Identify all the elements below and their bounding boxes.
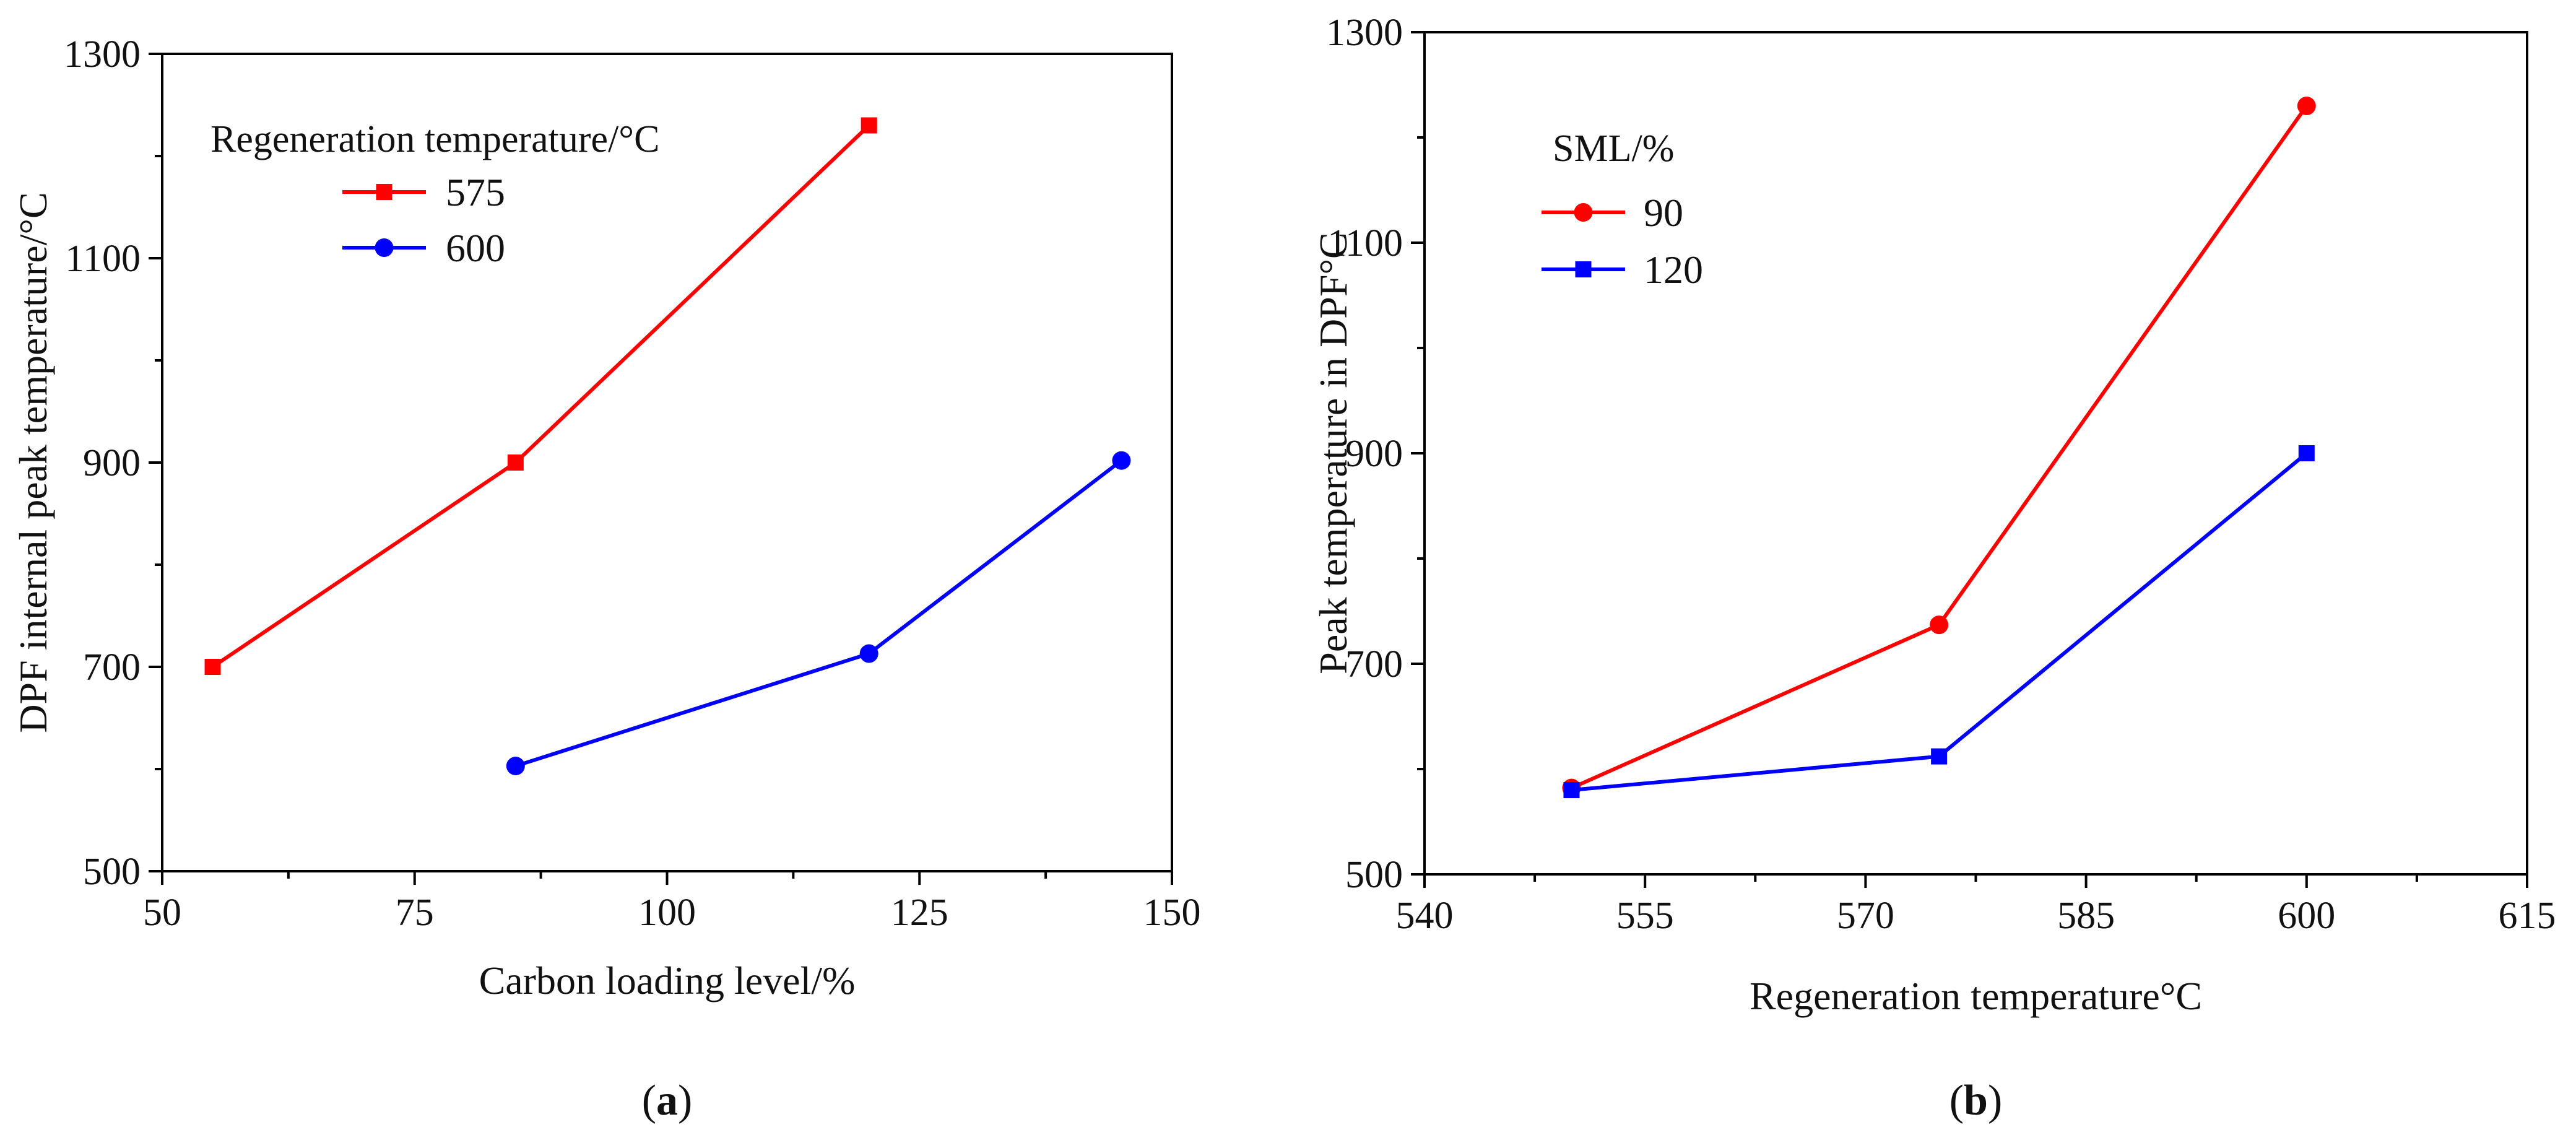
legend-title: Regeneration temperature/°C (210, 118, 659, 160)
data-point-square (2298, 445, 2315, 461)
panel-label-open-paren: ( (642, 1077, 656, 1124)
y-tick-label: 1300 (64, 33, 141, 76)
y-tick-label: 700 (83, 646, 141, 689)
panel-label: (a) (642, 1077, 693, 1124)
data-point-square (507, 454, 524, 471)
series-line (514, 459, 1123, 768)
x-tick-label: 570 (1837, 895, 1894, 937)
series-600 (506, 451, 1131, 776)
x-tick-label: 615 (2499, 895, 2556, 937)
x-axis-label: Regeneration temperature°C (1750, 974, 2202, 1018)
legend-marker-square (1575, 261, 1592, 277)
data-point-circle (506, 757, 525, 776)
data-point-circle (1930, 615, 1949, 635)
y-axis-label: Peak temperature in DPF°C (1311, 232, 1355, 674)
series-120 (1563, 445, 2315, 798)
series-line (211, 124, 870, 669)
y-tick-label: 500 (83, 851, 141, 893)
x-tick-label: 150 (1143, 892, 1201, 934)
data-point-circle (859, 644, 878, 663)
legend-label: 575 (446, 170, 505, 214)
panel-label-close-paren: ) (678, 1077, 692, 1124)
panel-label-letter: b (1964, 1077, 1988, 1124)
legend-label: 120 (1644, 248, 1703, 292)
series-575 (204, 117, 877, 675)
x-tick-label: 125 (891, 892, 948, 934)
data-point-circle (1112, 451, 1131, 470)
legend-title: SML/% (1553, 128, 1674, 170)
legend-label: 600 (446, 226, 505, 270)
plot-frame (161, 53, 1173, 872)
legend-marker-square (376, 184, 392, 200)
panel-b-chart: 540 555 570 585 600 615 500 700 900 1100 1300 Regen… (1311, 12, 2556, 1124)
x-tick-label: 100 (638, 892, 696, 934)
panel-label-close-paren: ) (1988, 1077, 2002, 1124)
y-tick-label: 900 (83, 442, 141, 484)
y-tick-label: 1100 (65, 238, 141, 280)
y-tick-label: 1300 (1326, 12, 1403, 54)
x-tick-label: 555 (1616, 895, 1674, 937)
x-tick-label: 540 (1396, 895, 1454, 937)
y-tick-label: 700 (1345, 643, 1403, 685)
legend-marker-circle (1574, 203, 1593, 222)
panel-label-letter: a (656, 1077, 678, 1124)
y-tick-label: 500 (1345, 854, 1403, 896)
x-tick-label: 600 (2278, 895, 2335, 937)
legend-marker-circle (375, 238, 394, 257)
y-axis-label: DPF internal peak temperature/°C (11, 192, 55, 733)
panel-label: (b) (1949, 1077, 2003, 1124)
x-tick-label: 50 (143, 892, 181, 934)
x-axis-label: Carbon loading level/% (479, 959, 856, 1002)
data-point-square (861, 117, 877, 134)
data-point-square (204, 659, 221, 675)
x-tick-label: 75 (396, 892, 434, 934)
data-point-square (1931, 748, 1948, 765)
panel-a-chart: 50 75 100 125 150 500 700 900 1100 1300 Carbon loa… (11, 33, 1201, 1124)
x-tick-label: 585 (2057, 895, 2115, 937)
panel-label-open-paren: ( (1949, 1077, 1964, 1124)
data-point-circle (2297, 97, 2316, 115)
y-tick-label: 1100 (1327, 222, 1403, 264)
data-point-square (1563, 782, 1580, 798)
y-tick-label: 900 (1345, 433, 1403, 475)
legend-label: 90 (1644, 191, 1683, 235)
